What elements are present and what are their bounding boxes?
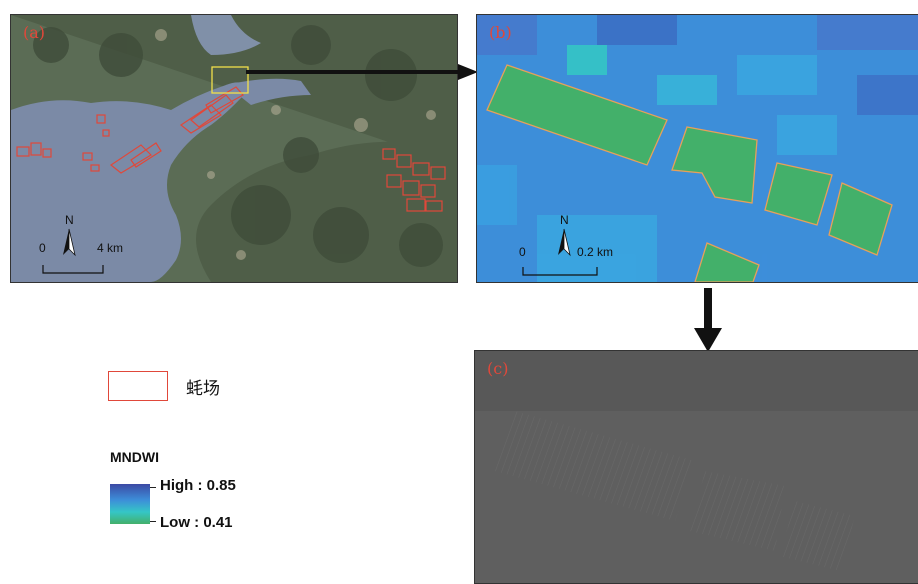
legend-farm-swatch: [108, 371, 168, 401]
panel-b-scale-zero: 0: [519, 245, 526, 259]
panel-a-north-label: N: [65, 213, 74, 227]
panel-b-scale-distance: 0.2 km: [577, 245, 614, 259]
panel-c-highres-image: (c): [474, 350, 918, 584]
mndwi-raster: [477, 15, 918, 282]
panel-a-scale-zero: 0: [39, 241, 46, 255]
down-arrow-icon: [694, 288, 722, 352]
legend-high-label: High : 0.85: [160, 477, 236, 494]
legend-mndwi-title: MNDWI: [110, 449, 159, 465]
panel-b-mndwi-map: (b) N 0 0.2 km: [476, 14, 918, 283]
panel-a-scale-distance: 4 km: [97, 241, 124, 255]
panel-c-label: (c): [487, 359, 509, 378]
right-arrow-icon: [246, 64, 478, 80]
legend-low-tick: [150, 521, 156, 522]
legend-farm-label: 蚝场: [186, 379, 220, 399]
satellite-image: [11, 15, 457, 282]
panel-b-north-label: N: [560, 213, 569, 227]
panel-a-satellite-map: (a) N 0 4 km: [10, 14, 458, 283]
panel-a-label: (a): [23, 23, 46, 42]
grayscale-image: [475, 351, 918, 583]
legend-color-ramp: [110, 484, 150, 524]
legend-low-label: Low : 0.41: [160, 514, 233, 531]
legend-high-tick: [150, 487, 156, 488]
panel-b-label: (b): [489, 23, 512, 42]
